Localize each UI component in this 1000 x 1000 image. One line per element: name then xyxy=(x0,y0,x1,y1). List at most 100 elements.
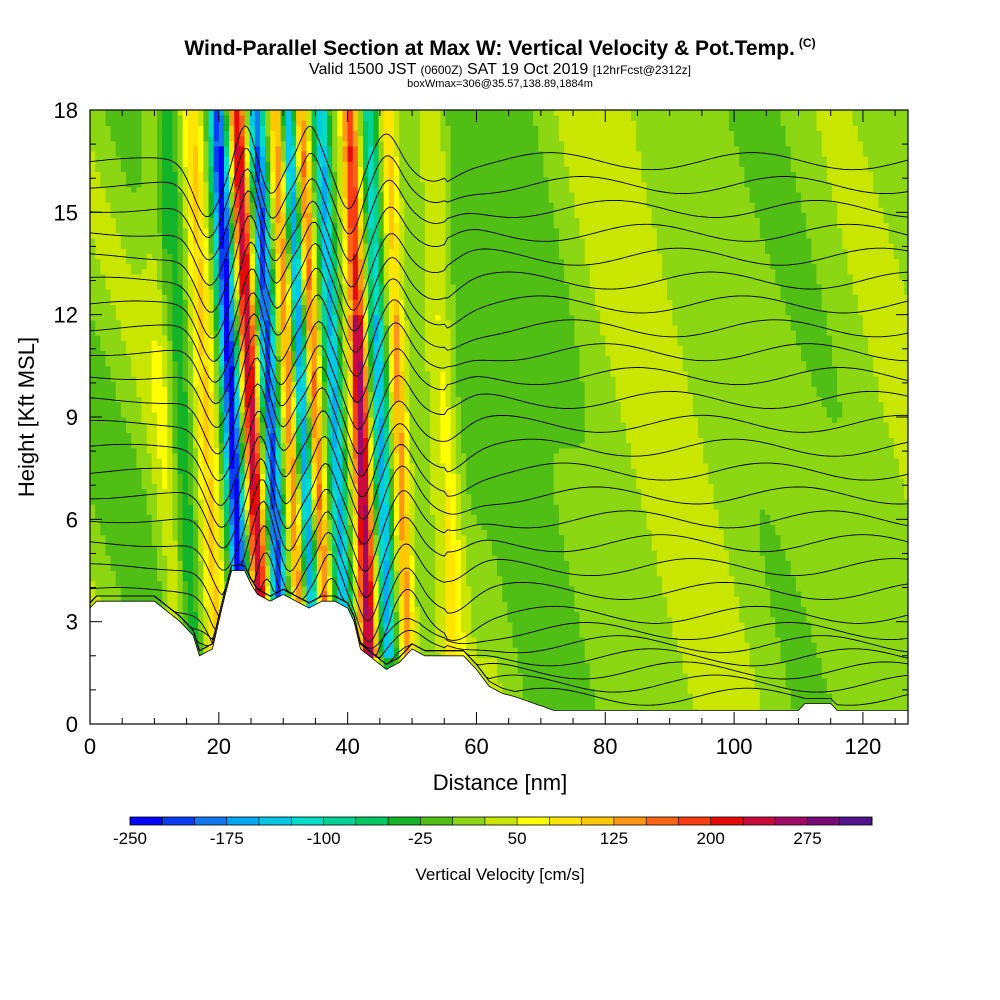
field-cell xyxy=(187,427,194,433)
field-cell xyxy=(244,191,251,198)
field-cell xyxy=(131,335,137,341)
field-cell xyxy=(234,565,241,572)
field-cell xyxy=(291,401,297,408)
field-cell xyxy=(218,386,225,392)
field-cell xyxy=(198,478,204,485)
field-cell xyxy=(131,478,137,485)
field-cell xyxy=(172,596,179,602)
field-cell xyxy=(100,278,107,285)
field-cell xyxy=(296,493,302,500)
field-cell xyxy=(157,514,163,520)
field-cell xyxy=(193,591,199,597)
field-cell xyxy=(198,580,204,587)
field-cell xyxy=(141,493,148,500)
field-cell xyxy=(141,161,148,167)
field-cell xyxy=(126,217,132,224)
field-cell xyxy=(172,191,179,198)
field-cell xyxy=(224,401,230,408)
field-cell xyxy=(157,355,163,362)
field-cell xyxy=(131,340,137,346)
field-cell xyxy=(244,181,251,188)
field-cell xyxy=(198,150,204,157)
field-cell xyxy=(110,140,117,147)
field-cell xyxy=(285,493,292,500)
field-cell xyxy=(291,319,297,326)
field-cell xyxy=(167,406,174,413)
field-cell xyxy=(115,478,122,485)
field-cell xyxy=(203,396,210,403)
field-cell xyxy=(234,370,241,377)
field-cell xyxy=(167,130,174,137)
field-cell xyxy=(90,202,96,208)
field-cell xyxy=(90,166,96,172)
field-cell xyxy=(224,447,230,454)
field-cell xyxy=(265,544,271,551)
field-cell xyxy=(120,294,127,300)
field-cell xyxy=(126,197,132,203)
field-cell xyxy=(182,381,189,387)
field-cell xyxy=(203,258,210,265)
field-cell xyxy=(213,176,220,183)
field-cell xyxy=(146,432,153,438)
copyright-tag: (C) xyxy=(798,36,816,50)
field-cell xyxy=(280,217,287,224)
field-cell xyxy=(177,335,184,341)
field-cell xyxy=(208,268,215,275)
field-cell xyxy=(224,457,230,464)
field-cell xyxy=(172,601,179,607)
field-cell xyxy=(254,125,261,131)
field-cell xyxy=(265,115,271,121)
field-cell xyxy=(229,232,235,239)
field-cell xyxy=(172,309,179,316)
field-cell xyxy=(182,452,189,459)
field-cell xyxy=(291,396,297,403)
field-cell xyxy=(260,473,266,479)
field-cell xyxy=(285,432,292,438)
field-cell xyxy=(229,519,235,525)
field-cell xyxy=(234,360,241,367)
field-cell xyxy=(193,422,199,428)
field-cell xyxy=(110,539,117,546)
field-cell xyxy=(95,555,101,561)
field-cell xyxy=(167,222,174,229)
field-cell xyxy=(224,181,230,188)
field-cell xyxy=(157,248,163,254)
field-cell xyxy=(126,176,132,183)
field-cell xyxy=(265,570,271,577)
field-cell xyxy=(151,478,158,485)
field-cell xyxy=(203,626,210,633)
field-cell xyxy=(296,498,302,505)
field-cell xyxy=(213,381,220,387)
field-cell xyxy=(146,171,153,178)
field-cell xyxy=(198,396,204,403)
field-cell xyxy=(110,304,117,311)
field-cell xyxy=(193,227,199,234)
field-cell xyxy=(244,335,251,341)
field-cell xyxy=(120,570,127,577)
field-cell xyxy=(157,463,163,469)
field-cell xyxy=(141,514,148,520)
field-cell xyxy=(100,150,107,157)
field-cell xyxy=(239,514,246,520)
field-cell xyxy=(177,447,184,454)
field-cell xyxy=(244,120,251,126)
field-cell xyxy=(90,580,96,587)
field-cell xyxy=(90,519,96,525)
field-cell xyxy=(198,186,204,193)
field-cell xyxy=(280,181,287,188)
field-cell xyxy=(218,391,225,398)
field-cell xyxy=(198,207,204,213)
field-cell xyxy=(131,488,137,495)
field-cell xyxy=(193,550,199,556)
field-cell xyxy=(234,284,241,290)
field-cell xyxy=(95,529,101,536)
field-cell xyxy=(193,539,199,546)
field-cell xyxy=(265,166,271,172)
field-cell xyxy=(208,324,215,331)
field-cell xyxy=(296,150,302,157)
field-cell xyxy=(146,509,153,515)
field-cell xyxy=(100,335,107,341)
field-cell xyxy=(115,406,122,413)
field-cell xyxy=(162,544,168,551)
field-cell xyxy=(172,539,179,546)
